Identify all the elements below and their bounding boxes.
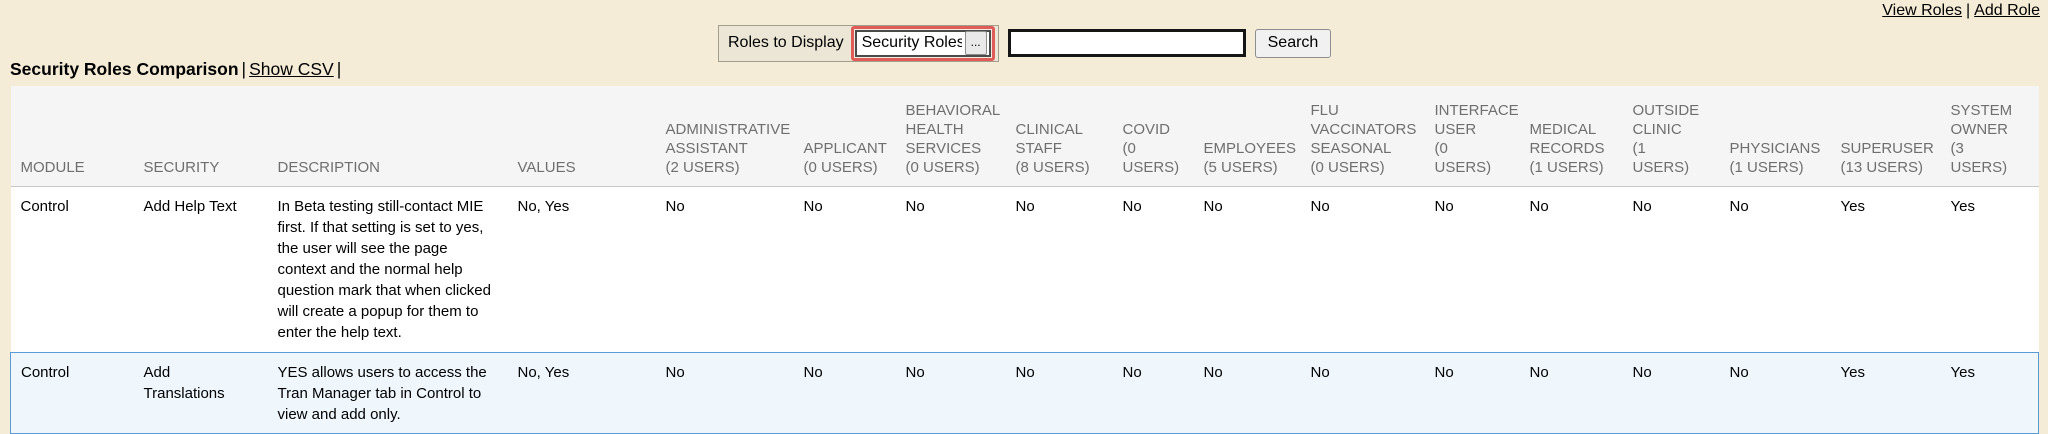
role-column-header: COVID (0 USERS): [1112, 86, 1194, 187]
cell-role-value: No: [1424, 351, 1520, 434]
col-header-values: VALUES: [507, 86, 656, 187]
role-user-count: (5 USERS): [1203, 158, 1278, 176]
role-user-count: (1 USERS): [1529, 158, 1604, 176]
cell-role-value: No: [1005, 351, 1113, 434]
role-user-count: (0 USERS): [1310, 158, 1385, 176]
cell-role-value: No: [1300, 186, 1425, 352]
role-name: CLINICAL STAFF: [1015, 120, 1083, 157]
title-separator: |: [241, 59, 247, 79]
cell-role-value: No: [1719, 186, 1831, 352]
role-user-count: (1 USERS): [1632, 139, 1690, 176]
role-column-header: SUPERUSER (13 USERS): [1830, 86, 1941, 187]
role-user-count: (0 USERS): [1122, 139, 1180, 176]
cell-role-value: No: [1005, 186, 1113, 352]
role-name: OUTSIDE CLINIC: [1632, 101, 1700, 138]
roles-to-display-label: Roles to Display: [728, 34, 844, 51]
role-name: BEHAVIORAL HEALTH SERVICES: [905, 101, 1000, 157]
cell-values: No, Yes: [507, 186, 656, 352]
cell-description: YES allows users to access the Tran Mana…: [267, 351, 508, 434]
cell-role-value: No: [1519, 351, 1623, 434]
role-name: MEDICAL RECORDS: [1529, 120, 1605, 157]
role-name: SYSTEM OWNER: [1950, 101, 2013, 138]
cell-role-value: Yes: [1830, 186, 1941, 352]
role-user-count: (0 USERS): [803, 158, 878, 176]
role-column-header: APPLICANT (0 USERS): [793, 86, 896, 187]
cell-role-value: No: [793, 351, 896, 434]
cell-role-value: Yes: [1940, 186, 2039, 352]
cell-role-value: No: [1300, 351, 1425, 434]
roles-to-display-group: Roles to Display ...: [718, 24, 999, 62]
role-column-header: OUTSIDE CLINIC (1 USERS): [1622, 86, 1720, 187]
cell-security: Add Help Text: [133, 186, 268, 352]
cell-role-value: No: [1719, 351, 1831, 434]
cell-module: Control: [10, 351, 134, 434]
role-user-count: (0 USERS): [1434, 139, 1492, 176]
role-column-header: MEDICAL RECORDS (1 USERS): [1519, 86, 1623, 187]
table-row: Control Add Translations YES allows user…: [10, 351, 2039, 434]
cell-role-value: No: [1622, 351, 1720, 434]
role-name: EMPLOYEES: [1203, 139, 1297, 157]
role-column-header: SYSTEM OWNER (3 USERS): [1940, 86, 2039, 187]
role-name: COVID: [1122, 120, 1171, 138]
search-input[interactable]: [1007, 29, 1246, 57]
title-row: Security Roles Comparison | Show CSV |: [10, 59, 344, 80]
role-name: FLU VACCINATORS SEASONAL: [1310, 101, 1417, 157]
cell-role-value: No: [1112, 351, 1194, 434]
role-column-header: EMPLOYEES (5 USERS): [1193, 86, 1301, 187]
cell-security: Add Translations: [133, 351, 268, 434]
show-csv-link[interactable]: Show CSV: [249, 59, 334, 79]
role-column-header: CLINICAL STAFF (8 USERS): [1005, 86, 1113, 187]
col-header-description: DESCRIPTION: [267, 86, 508, 187]
cell-role-value: No: [1112, 186, 1194, 352]
roles-filter-picker-button[interactable]: ...: [964, 31, 987, 55]
role-name: APPLICANT: [803, 139, 887, 157]
cell-role-value: No: [1193, 186, 1301, 352]
roles-filter-field: ...: [854, 29, 991, 57]
cell-role-value: No: [655, 351, 794, 434]
role-column-header: INTERFACE USER (0 USERS): [1424, 86, 1520, 187]
title-trailing-separator: |: [336, 59, 342, 79]
roles-filter-highlight: ...: [850, 25, 995, 61]
table-header-row: MODULE SECURITY DESCRIPTION VALUES ADMIN…: [10, 86, 2039, 187]
col-header-module: MODULE: [10, 86, 134, 187]
role-user-count: (13 USERS): [1840, 158, 1924, 176]
search-button[interactable]: Search: [1254, 28, 1332, 58]
role-name: PHYSICIANS: [1729, 139, 1821, 157]
role-user-count: (8 USERS): [1015, 158, 1090, 176]
cell-role-value: Yes: [1940, 351, 2039, 434]
role-column-header: PHYSICIANS (1 USERS): [1719, 86, 1831, 187]
cell-role-value: Yes: [1830, 351, 1941, 434]
table-row: Control Add Help Text In Beta testing st…: [10, 186, 2039, 352]
cell-role-value: No: [895, 351, 1006, 434]
role-column-header: BEHAVIORAL HEALTH SERVICES (0 USERS): [895, 86, 1006, 187]
view-roles-link[interactable]: View Roles: [1882, 2, 1963, 19]
cell-role-value: No: [1424, 186, 1520, 352]
role-column-header: FLU VACCINATORS SEASONAL (0 USERS): [1300, 86, 1425, 187]
cell-role-value: No: [1622, 186, 1720, 352]
role-name: INTERFACE USER: [1434, 101, 1519, 138]
cell-role-value: No: [1193, 351, 1301, 434]
add-role-link[interactable]: Add Role: [1974, 2, 2040, 19]
roles-filter-input[interactable]: [861, 34, 962, 52]
role-user-count: (2 USERS): [665, 158, 740, 176]
cell-module: Control: [10, 186, 134, 352]
cell-values: No, Yes: [507, 351, 656, 434]
top-nav-separator: |: [1966, 2, 1971, 19]
role-name: SUPERUSER: [1840, 139, 1934, 157]
role-user-count: (1 USERS): [1729, 158, 1804, 176]
cell-role-value: No: [793, 186, 896, 352]
top-nav: View Roles | Add Role: [1882, 2, 2040, 20]
role-name: ADMINISTRATIVE ASSISTANT: [665, 120, 791, 157]
security-roles-comparison-table: MODULE SECURITY DESCRIPTION VALUES ADMIN…: [10, 86, 2039, 434]
role-user-count: (0 USERS): [905, 158, 980, 176]
role-column-header: ADMINISTRATIVE ASSISTANT (2 USERS): [655, 86, 794, 187]
cell-role-value: No: [895, 186, 1006, 352]
role-user-count: (3 USERS): [1950, 139, 2008, 176]
cell-description: In Beta testing still-contact MIE first.…: [267, 186, 508, 352]
toolbar: Roles to Display ... Search: [718, 23, 1332, 63]
page-title: Security Roles Comparison: [10, 59, 239, 79]
col-header-security: SECURITY: [133, 86, 268, 187]
cell-role-value: No: [655, 186, 794, 352]
cell-role-value: No: [1519, 186, 1623, 352]
